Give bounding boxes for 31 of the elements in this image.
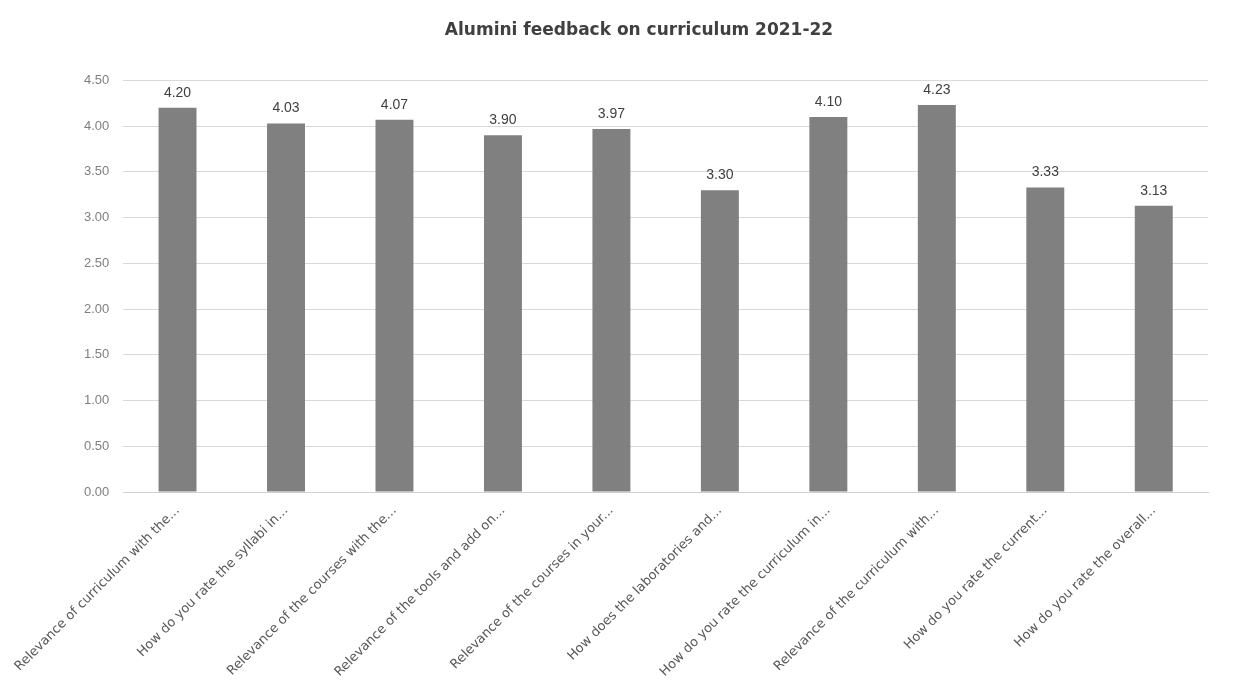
bar: [809, 116, 848, 492]
y-tick-label: 4.00: [83, 117, 110, 133]
data-label: 3.97: [597, 104, 626, 121]
y-tick-label: 3.00: [83, 209, 110, 225]
data-label: 4.03: [272, 99, 300, 116]
y-tick-label: 0.50: [83, 437, 110, 453]
y-tick-label: 1.00: [83, 392, 110, 408]
y-tick-label: 3.50: [83, 163, 110, 179]
y-tick-label: 2.00: [83, 300, 110, 316]
data-label: 4.07: [380, 95, 409, 112]
data-label: 4.23: [923, 80, 951, 97]
bar: [483, 135, 522, 492]
data-label: 3.90: [489, 111, 517, 128]
y-tick-label: 1.50: [83, 346, 110, 362]
bar: [700, 190, 739, 492]
data-label: 4.20: [163, 83, 192, 100]
bar: [267, 123, 305, 492]
bar: [375, 119, 414, 492]
bar: [917, 105, 956, 492]
bar: [158, 107, 197, 492]
y-tick-label: 4.50: [83, 71, 110, 87]
bar: [592, 128, 631, 492]
data-label: 4.10: [814, 92, 843, 109]
data-label: 3.33: [1031, 163, 1060, 180]
data-label: 3.13: [1140, 181, 1168, 198]
y-tick-label: 2.50: [83, 254, 110, 270]
y-tick-label: 0.00: [83, 483, 110, 499]
bar: [1026, 187, 1065, 492]
data-label: 3.30: [706, 166, 734, 183]
bar: [1134, 205, 1173, 492]
chart-title: Alumini feedback on curriculum 2021-22: [444, 18, 834, 39]
